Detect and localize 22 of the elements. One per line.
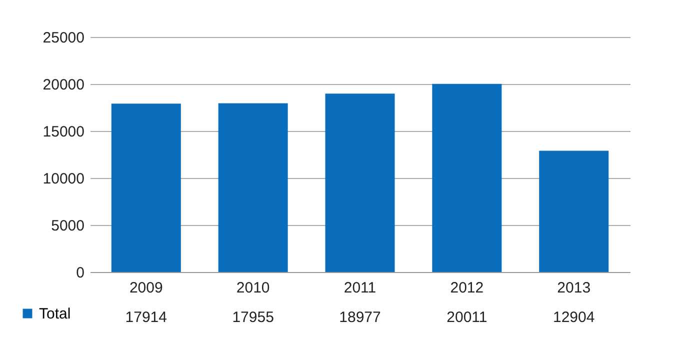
x-tick-label: 2011 bbox=[344, 280, 376, 296]
y-tick-label: 5000 bbox=[51, 218, 84, 234]
data-label: 20011 bbox=[446, 309, 488, 326]
y-tick-label: 20000 bbox=[42, 76, 84, 94]
y-tick-label: 15000 bbox=[42, 124, 84, 140]
x-tick-label: 2012 bbox=[450, 280, 484, 296]
data-label: 17914 bbox=[125, 309, 167, 326]
bar bbox=[325, 94, 395, 272]
legend-label: Total bbox=[39, 306, 71, 322]
y-tick-label: 25000 bbox=[42, 30, 84, 46]
y-tick-label: 10000 bbox=[42, 170, 84, 188]
x-tick-label: 2010 bbox=[236, 280, 270, 296]
bar bbox=[218, 103, 288, 272]
data-label: 17955 bbox=[232, 309, 274, 326]
x-tick-label: 2013 bbox=[557, 280, 591, 296]
data-label: 12904 bbox=[553, 309, 595, 326]
y-tick-label: 0 bbox=[76, 264, 84, 282]
bar bbox=[111, 104, 181, 272]
bar bbox=[539, 150, 609, 272]
x-tick-label: 2009 bbox=[129, 280, 163, 296]
bar bbox=[432, 84, 502, 272]
data-label: 18977 bbox=[339, 309, 381, 326]
